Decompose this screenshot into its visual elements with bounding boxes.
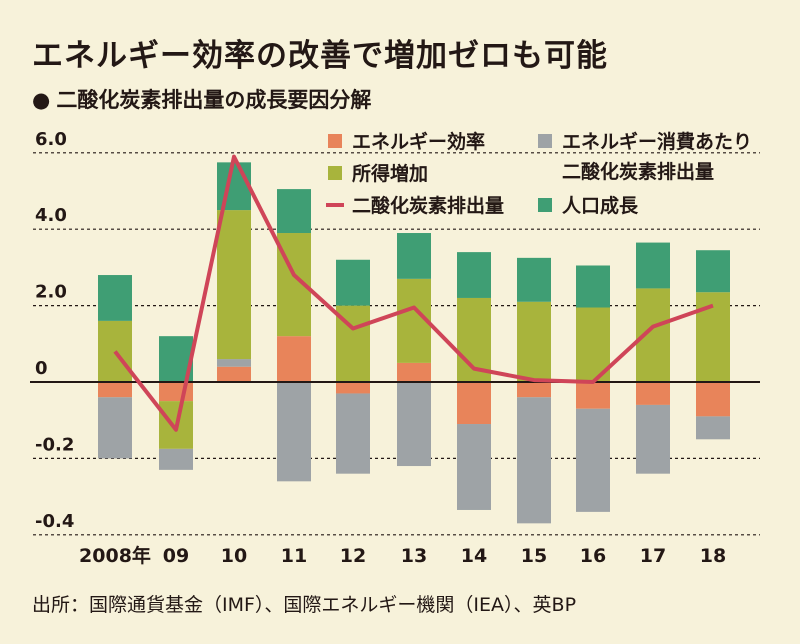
legend-label-co2: 二酸化炭素排出量	[352, 194, 504, 217]
bar-energy_efficiency	[336, 382, 370, 394]
bar-energy_efficiency	[98, 382, 132, 398]
bar-energy_efficiency	[159, 382, 193, 402]
x-tick-label: 12	[340, 545, 366, 567]
bar-energy_efficiency	[397, 362, 431, 382]
legend-swatch-energy_efficiency	[328, 134, 342, 148]
chart-subtitle: ● 二酸化炭素排出量の成長要因分解	[32, 84, 371, 114]
x-tick-label: 15	[521, 545, 547, 567]
x-tick-label: 14	[461, 545, 487, 567]
legend-swatch-co2	[326, 203, 344, 207]
bar-energy_efficiency	[217, 366, 251, 382]
y-tick-label: 2.0	[35, 282, 67, 303]
y-tick-label: -0.4	[35, 511, 74, 532]
bar-energy_efficiency	[696, 382, 730, 417]
chart-title: エネルギー効率の改善で増加ゼロも可能	[32, 38, 608, 74]
bar-population	[98, 275, 132, 321]
legend-swatch-population	[538, 198, 552, 212]
x-tick-label: 18	[700, 545, 726, 567]
legend-swatch-income	[328, 166, 342, 180]
bar-population	[397, 233, 431, 279]
x-tick-label: 09	[163, 545, 189, 567]
legend-label-intensity: エネルギー消費あたり	[562, 130, 752, 153]
bar-intensity	[457, 424, 491, 510]
legend-swatch-intensity	[538, 134, 552, 148]
x-tick-label: 13	[401, 545, 427, 567]
bar-intensity	[277, 382, 311, 482]
bar-population	[517, 257, 551, 302]
co2-line	[113, 154, 714, 432]
subtitle-text: 二酸化炭素排出量の成長要因分解	[56, 88, 372, 112]
bar-energy_efficiency	[457, 382, 491, 425]
bar-intensity	[397, 382, 431, 467]
bar-intensity	[696, 416, 730, 440]
bar-intensity	[517, 397, 551, 524]
y-tick-label: 4.0	[35, 205, 67, 226]
bar-energy_efficiency	[277, 336, 311, 382]
bullet-icon: ●	[32, 88, 51, 112]
bar-intensity	[98, 397, 132, 459]
source-note: 出所：国際通貨基金（IMF）、国際エネルギー機関（IEA）、英BP	[32, 594, 577, 616]
bar-income	[517, 301, 551, 382]
y-tick-label: 6.0	[35, 129, 67, 150]
legend-label-intensity: 二酸化炭素排出量	[562, 160, 714, 183]
bar-energy_efficiency	[517, 382, 551, 398]
bar-population	[217, 162, 251, 211]
bar-population	[696, 250, 730, 293]
bar-income	[217, 210, 251, 360]
bar-intensity	[576, 408, 610, 512]
legend-label-income: 所得増加	[352, 162, 428, 185]
legend-label-energy_efficiency: エネルギー効率	[352, 130, 485, 153]
bar-intensity	[636, 404, 670, 474]
bar-population	[277, 189, 311, 234]
bar-population	[336, 259, 370, 306]
legend-label-population: 人口成長	[562, 194, 639, 217]
bar-energy_efficiency	[636, 382, 670, 405]
bar-intensity	[336, 393, 370, 474]
bar-population	[576, 265, 610, 308]
bar-intensity	[217, 359, 251, 367]
bar-intensity	[159, 448, 193, 470]
bar-energy_efficiency	[576, 382, 610, 409]
y-tick-label: 0	[35, 358, 48, 379]
x-tick-label: 11	[281, 545, 307, 567]
x-tick-label: 10	[221, 545, 247, 567]
bar-population	[457, 252, 491, 298]
y-tick-label: -0.2	[35, 434, 74, 455]
x-tick-label: 16	[580, 545, 606, 567]
x-tick-label: 17	[640, 545, 666, 567]
bar-population	[636, 242, 670, 289]
x-tick-label: 2008年	[79, 544, 151, 567]
